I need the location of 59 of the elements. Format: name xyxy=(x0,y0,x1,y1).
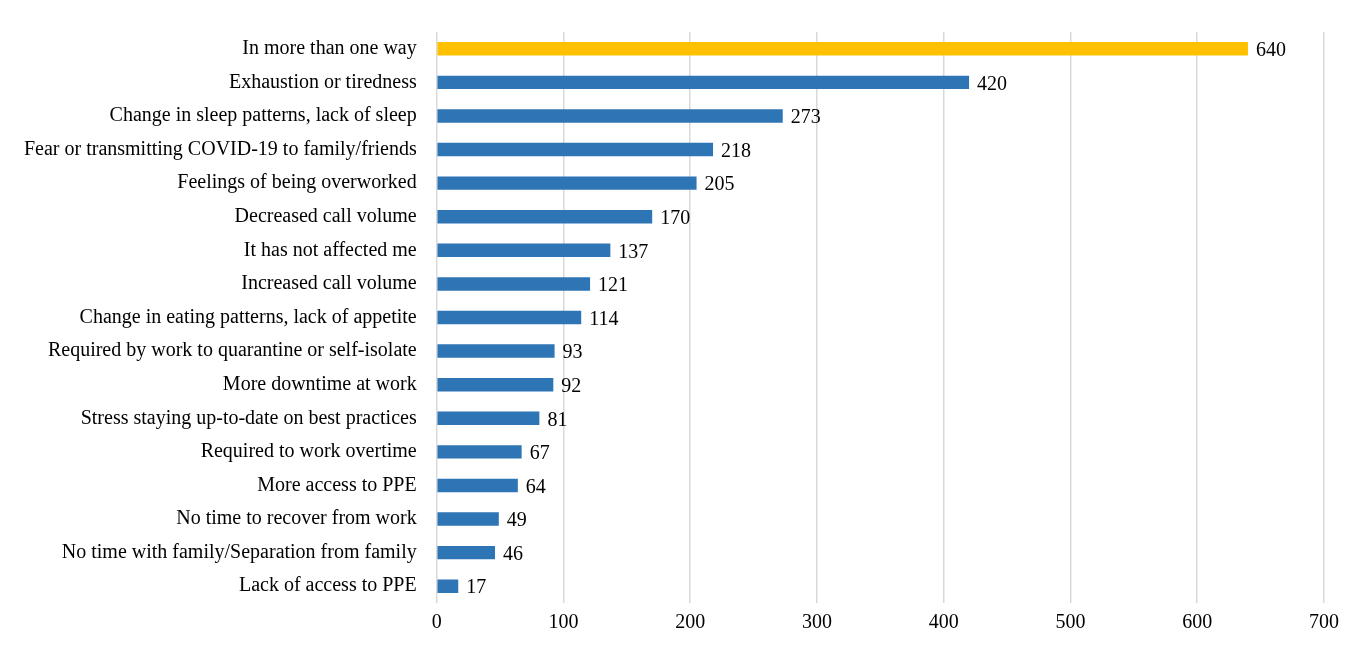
y-tick-label: No time with family/Separation from family xyxy=(61,539,417,563)
data-label: 81 xyxy=(547,407,568,430)
bar xyxy=(437,75,970,90)
bar xyxy=(437,478,518,493)
data-label: 640 xyxy=(1255,38,1286,61)
x-tick-label: 0 xyxy=(431,610,442,633)
data-label: 17 xyxy=(466,575,487,598)
bar xyxy=(437,445,522,459)
y-tick-label: Required to work overtime xyxy=(200,439,417,463)
bar xyxy=(437,109,783,123)
bar xyxy=(437,579,459,593)
data-label: 273 xyxy=(790,105,821,128)
y-tick-label: More downtime at work xyxy=(222,371,417,394)
bar xyxy=(437,377,554,392)
bar xyxy=(437,210,653,224)
y-tick-label: More access to PPE xyxy=(257,472,417,495)
x-tick-label: 600 xyxy=(1182,610,1213,633)
y-tick-label: Increased call volume xyxy=(241,271,417,294)
data-label: 137 xyxy=(618,239,649,262)
y-tick-label: It has not affected me xyxy=(243,237,417,260)
y-tick-label: Stress staying up-to-date on best practices xyxy=(80,405,417,429)
y-tick-label: Decreased call volume xyxy=(234,203,417,226)
x-tick-label: 200 xyxy=(675,610,706,633)
data-label: 121 xyxy=(598,273,629,296)
y-tick-label: Change in eating patterns, lack of appetite xyxy=(79,304,417,328)
data-label: 218 xyxy=(721,138,752,161)
x-tick-label: 500 xyxy=(1055,610,1086,633)
data-label: 93 xyxy=(562,340,583,363)
bar xyxy=(437,42,1248,56)
y-tick-label: Feelings of being overworked xyxy=(177,170,417,194)
x-tick-label: 100 xyxy=(548,610,579,633)
y-tick-label: Lack of access to PPE xyxy=(238,573,417,596)
data-label: 46 xyxy=(503,541,524,564)
bar xyxy=(437,512,499,526)
x-tick-label: 700 xyxy=(1309,610,1339,633)
data-label: 67 xyxy=(529,441,550,464)
bar xyxy=(437,545,496,560)
data-label: 64 xyxy=(525,474,546,497)
data-label: 92 xyxy=(561,373,582,396)
y-tick-label: Fear or transmitting COVID-19 to family/friends xyxy=(23,136,417,160)
bar xyxy=(437,310,582,325)
x-tick-label: 300 xyxy=(801,610,832,633)
y-tick-label: No time to recover from work xyxy=(176,506,417,529)
bar xyxy=(437,176,697,190)
bar xyxy=(437,243,611,258)
bar xyxy=(437,411,540,425)
data-label: 170 xyxy=(660,205,691,228)
bar xyxy=(437,344,555,358)
y-tick-label: Required by work to quarantine or self-isolate xyxy=(47,338,417,362)
x-tick-label: 400 xyxy=(928,610,959,633)
data-label: 49 xyxy=(506,508,527,531)
bar xyxy=(437,277,591,291)
y-tick-label: In more than one way xyxy=(242,36,417,60)
data-label: 114 xyxy=(589,306,619,329)
data-label: 205 xyxy=(704,172,735,195)
bar xyxy=(437,142,714,157)
y-tick-label: Change in sleep patterns, lack of sleep xyxy=(109,103,417,127)
y-tick-label: Exhaustion or tiredness xyxy=(228,69,417,92)
data-label: 420 xyxy=(977,71,1008,94)
